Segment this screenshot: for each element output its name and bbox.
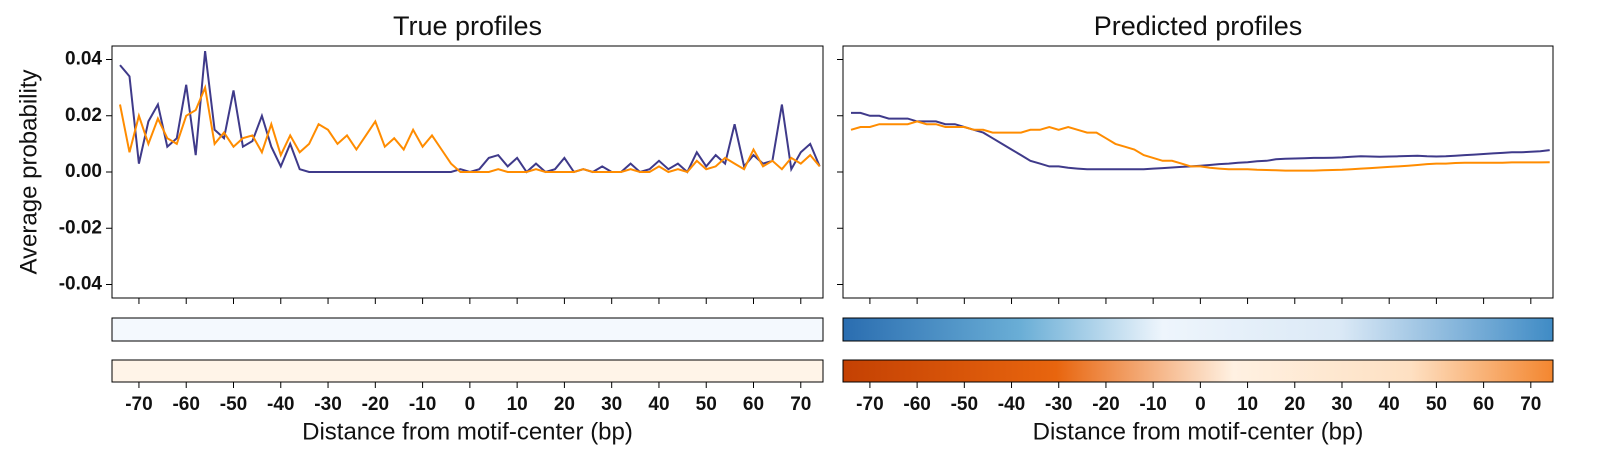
y-axis-label: Average probability (15, 69, 42, 274)
heatmap (842, 359, 1554, 383)
x-tick-label: 10 (507, 394, 528, 415)
x-axis-label: Distance from motif-center (bp) (1033, 418, 1364, 445)
y-tick-label: 0.04 (65, 49, 102, 70)
x-tick-label: 30 (1331, 394, 1352, 415)
x-tick-label: 0 (1195, 394, 1206, 415)
x-tick-label: 60 (743, 394, 764, 415)
x-tick-label: 40 (648, 394, 669, 415)
x-tick-label: -10 (409, 394, 436, 415)
x-tick-label: -40 (998, 394, 1025, 415)
x-tick-label: 40 (1379, 394, 1400, 415)
heatmap (842, 317, 1554, 342)
x-tick-label: 20 (554, 394, 575, 415)
x-tick-label: -30 (314, 394, 341, 415)
x-tick-label: 10 (1237, 394, 1258, 415)
x-tick-label: 30 (601, 394, 622, 415)
heatmap (111, 317, 824, 342)
y-tick-label: 0.02 (65, 105, 102, 126)
x-tick-label: -40 (267, 394, 294, 415)
line (851, 111, 1550, 171)
x-tick-label: 70 (790, 394, 811, 415)
heatmap (111, 359, 824, 383)
x-tick-label: -60 (172, 394, 199, 415)
x-tick-label: -20 (362, 394, 389, 415)
line (119, 84, 821, 174)
x-tick-label: -10 (1139, 394, 1166, 415)
x-tick-label: -70 (856, 394, 883, 415)
x-tick-label: 20 (1284, 394, 1305, 415)
x-tick-label: 0 (465, 394, 476, 415)
chart-title: Predicted profiles (1094, 11, 1303, 41)
line (119, 50, 821, 174)
x-tick-label: 50 (1426, 394, 1447, 415)
x-tick-label: 50 (696, 394, 717, 415)
x-tick-label: -30 (1045, 394, 1072, 415)
y-tick-label: -0.02 (59, 217, 102, 238)
x-axis-label: Distance from motif-center (bp) (302, 418, 633, 445)
x-tick-label: -70 (125, 394, 152, 415)
x-tick-label: 60 (1473, 394, 1494, 415)
x-tick-label: -50 (220, 394, 247, 415)
y-tick-label: -0.04 (59, 274, 103, 295)
plot-frame (842, 45, 1554, 299)
x-tick-label: -20 (1092, 394, 1119, 415)
x-tick-label: -50 (951, 394, 978, 415)
x-tick-label: 70 (1520, 394, 1541, 415)
line (850, 120, 1550, 172)
x-tick-label: -60 (903, 394, 930, 415)
chart-title: True profiles (393, 11, 542, 41)
y-tick-label: 0.00 (65, 161, 102, 182)
